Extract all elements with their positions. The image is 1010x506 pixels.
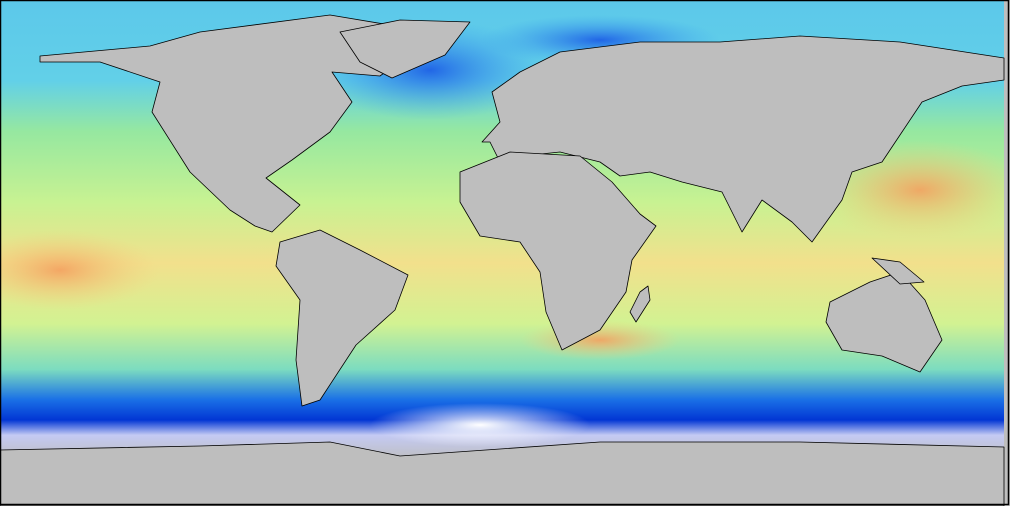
pacific-warm: [0, 230, 160, 310]
edge: [1004, 0, 1010, 506]
eurasia: [481, 35, 1005, 243]
new-guinea: [871, 257, 925, 285]
antarctica: [0, 441, 1005, 506]
southern-white: [370, 403, 590, 447]
north-america: [39, 14, 446, 233]
africa: [459, 151, 657, 351]
south-america: [275, 229, 409, 407]
madagascar: [629, 285, 651, 323]
greenland: [339, 19, 471, 79]
australia: [825, 271, 943, 373]
